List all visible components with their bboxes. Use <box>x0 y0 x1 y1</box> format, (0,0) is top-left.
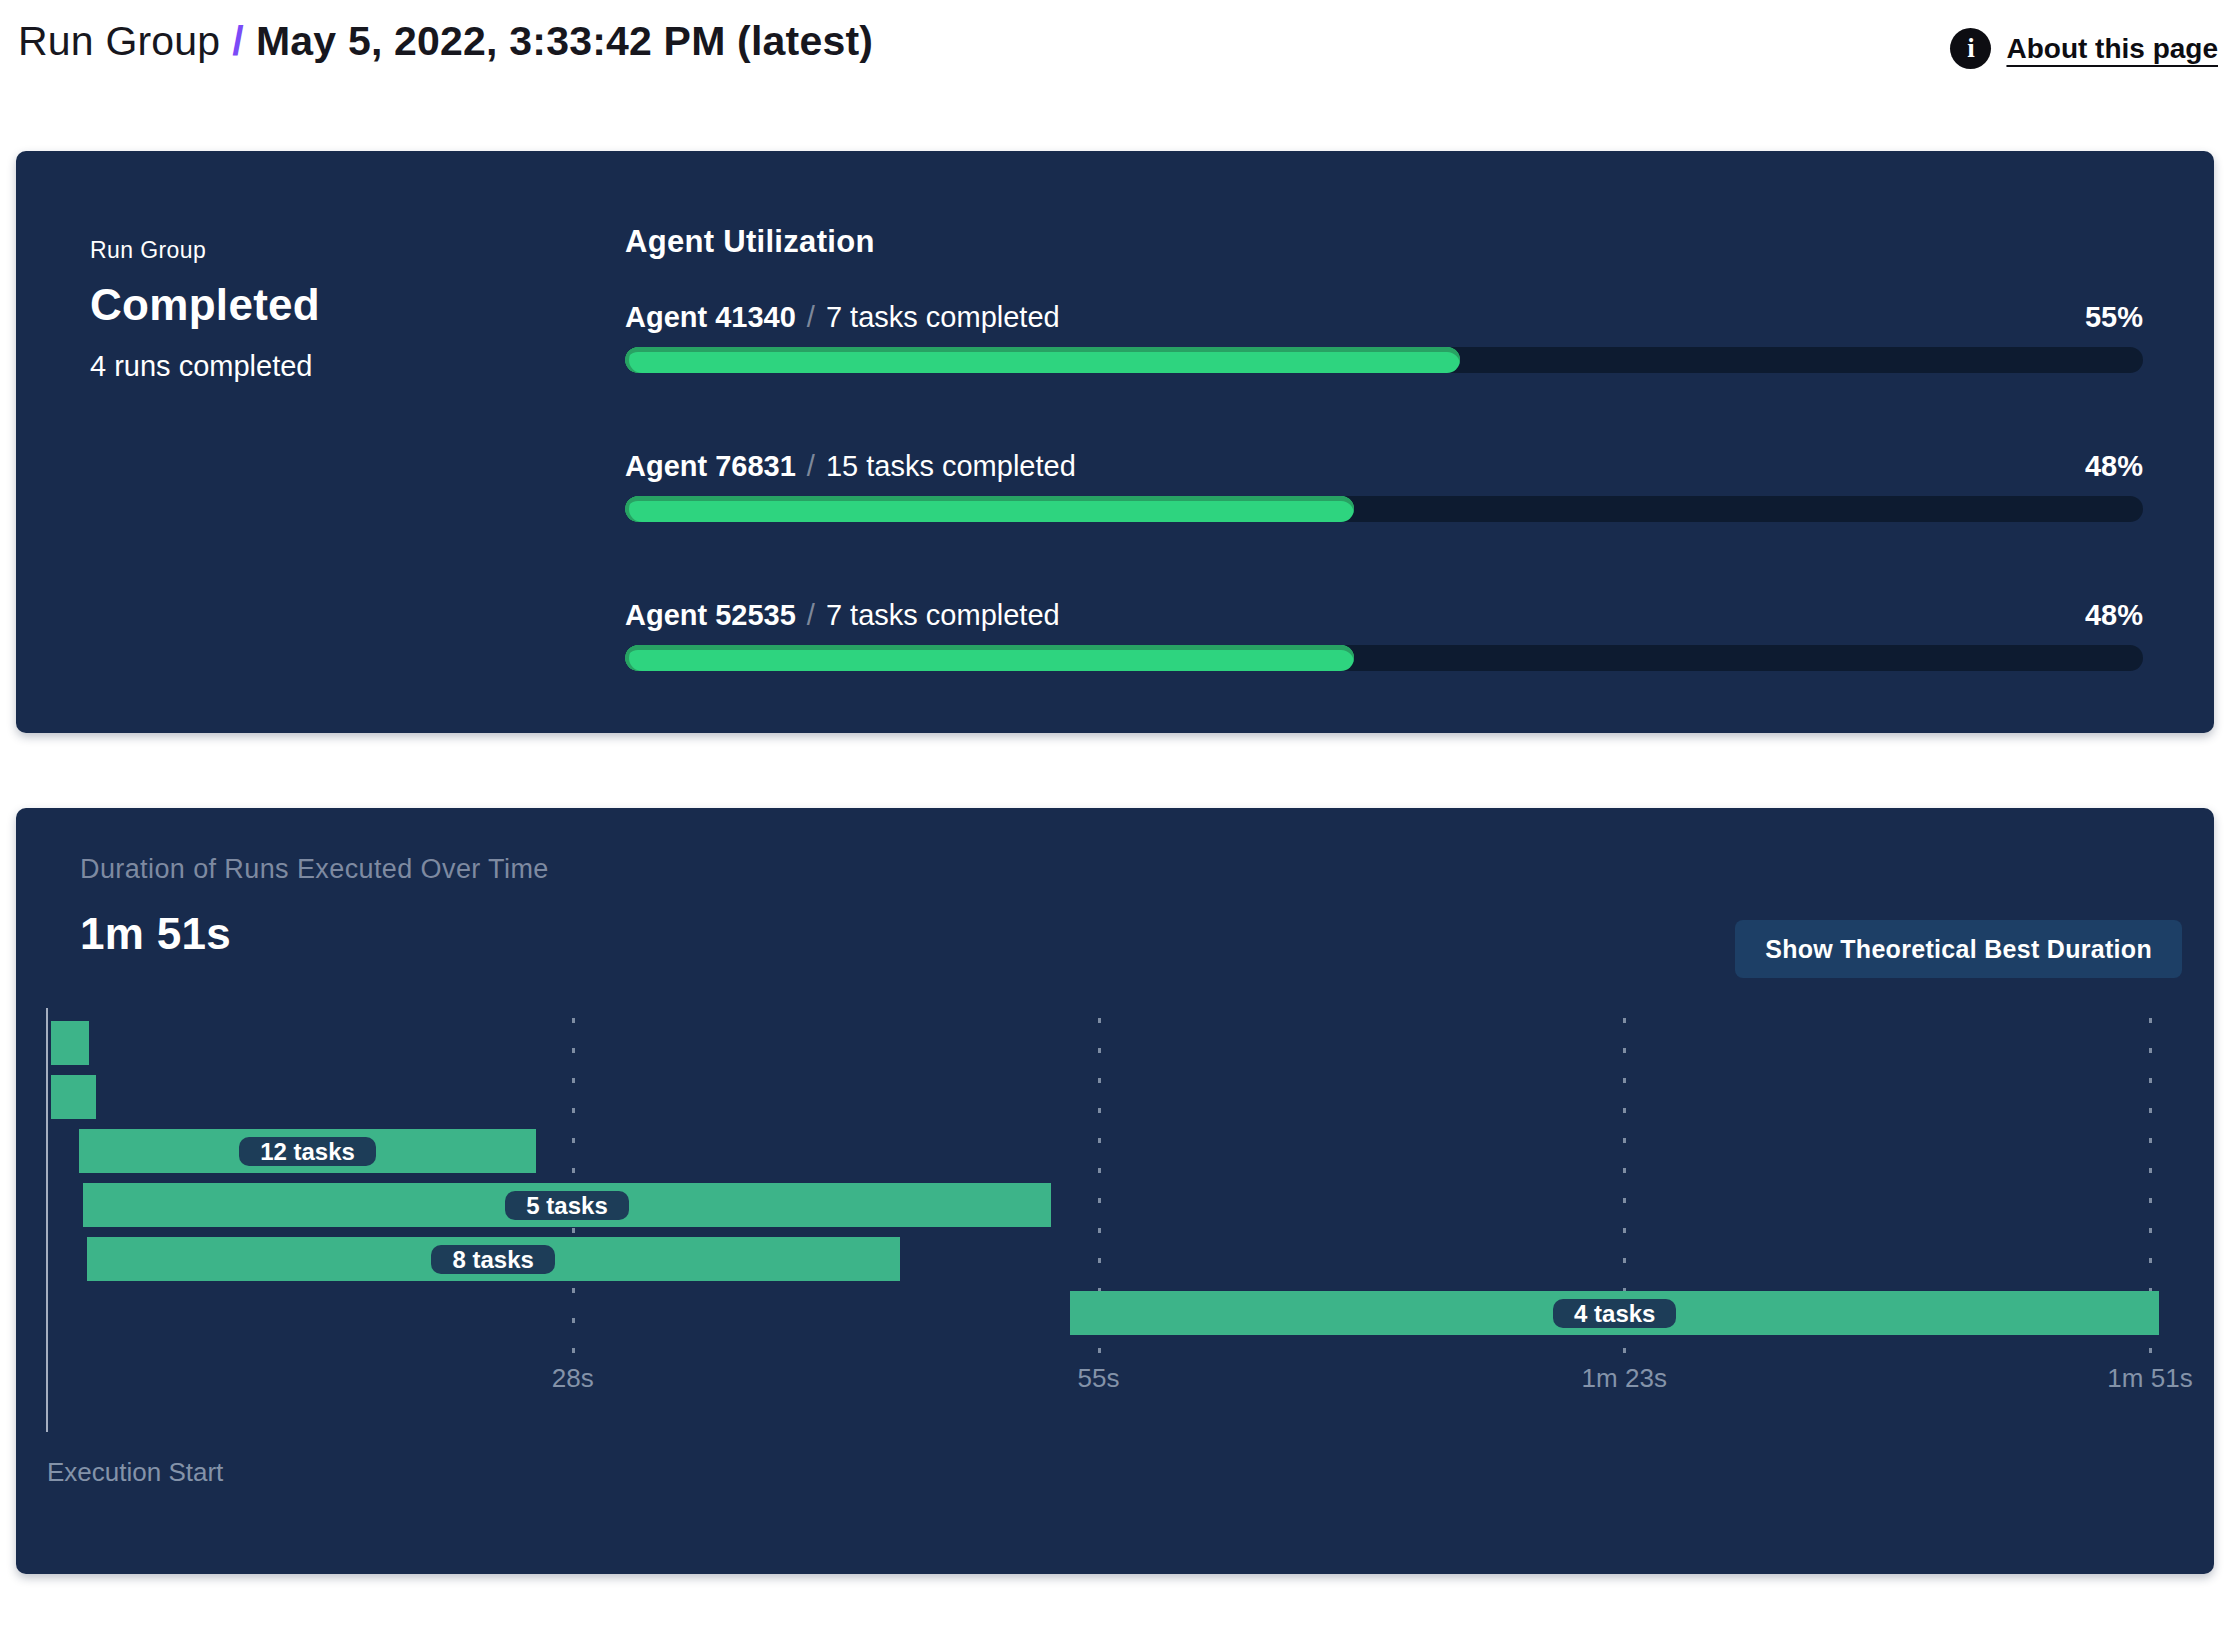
progress-bar-track <box>625 496 2143 522</box>
agent-separator: / <box>807 449 815 483</box>
axis-tick-label: 28s <box>552 1363 594 1394</box>
agent-label-row: Agent 41340 / 7 tasks completed 55% <box>625 300 2143 334</box>
run-group-summary-panel: Run Group Completed 4 runs completed Age… <box>16 151 2214 733</box>
progress-bar-track <box>625 347 2143 373</box>
breadcrumb: Run Group / May 5, 2022, 3:33:42 PM (lates… <box>18 12 873 70</box>
axis-tick-label: 1m 51s <box>2107 1363 2192 1394</box>
agent-utilization-title: Agent Utilization <box>625 224 2143 260</box>
about-this-page-label: About this page <box>2006 33 2218 65</box>
agent-tasks-completed: 15 tasks completed <box>826 449 1076 483</box>
info-icon: i <box>1950 28 1991 69</box>
progress-bar-fill <box>625 347 1460 373</box>
agent-utilization-percent: 48% <box>2085 598 2143 632</box>
progress-bar-fill <box>625 645 1354 671</box>
agent-utilization-percent: 48% <box>2085 449 2143 483</box>
agent-row: Agent 41340 / 7 tasks completed 55% <box>625 300 2143 373</box>
progress-bar-track <box>625 645 2143 671</box>
gantt-run-bar[interactable]: 8 tasks <box>87 1237 900 1281</box>
execution-start-label: Execution Start <box>47 1457 223 1488</box>
agent-label-row: Agent 76831 / 15 tasks completed 48% <box>625 449 2143 483</box>
axis-tick-label: 1m 23s <box>1582 1363 1667 1394</box>
agent-name: Agent 41340 <box>625 300 796 334</box>
agent-tasks-completed: 7 tasks completed <box>826 300 1060 334</box>
agent-label-row: Agent 52535 / 7 tasks completed 48% <box>625 598 2143 632</box>
agent-row: Agent 76831 / 15 tasks completed 48% <box>625 449 2143 522</box>
show-theoretical-best-duration-button[interactable]: Show Theoretical Best Duration <box>1735 920 2182 978</box>
gantt-bar-task-count-pill: 12 tasks <box>239 1137 376 1166</box>
gantt-bar-task-count-pill: 8 tasks <box>431 1245 554 1274</box>
agent-rows: Agent 41340 / 7 tasks completed 55% Agent 76… <box>625 300 2143 671</box>
agent-tasks-completed: 7 tasks completed <box>826 598 1060 632</box>
gantt-run-bar[interactable]: 4 tasks <box>1070 1291 2159 1335</box>
gantt-run-bar[interactable]: 5 tasks <box>83 1183 1051 1227</box>
duration-chart-title: Duration of Runs Executed Over Time <box>16 808 2214 885</box>
gantt-chart: Execution Start 28s55s1m 23s1m 51s12 tas… <box>47 1008 2150 1478</box>
agent-utilization-section: Agent Utilization Agent 41340 / 7 tasks co… <box>625 151 2214 733</box>
agent-row: Agent 52535 / 7 tasks completed 48% <box>625 598 2143 671</box>
gantt-run-bar[interactable] <box>51 1075 96 1119</box>
axis-tick-label: 55s <box>1078 1363 1120 1394</box>
agent-name: Agent 76831 <box>625 449 796 483</box>
run-group-label: Run Group <box>90 237 625 264</box>
page-header: Run Group / May 5, 2022, 3:33:42 PM (lates… <box>0 0 2240 70</box>
run-group-status-block: Run Group Completed 4 runs completed <box>16 151 625 733</box>
run-group-status: Completed <box>90 280 625 330</box>
agent-separator: / <box>807 300 815 334</box>
gantt-bar-task-count-pill: 5 tasks <box>505 1191 628 1220</box>
breadcrumb-run-group: Run Group <box>18 18 220 64</box>
breadcrumb-separator: / <box>232 18 244 64</box>
page-title: May 5, 2022, 3:33:42 PM (latest) <box>256 18 873 64</box>
run-group-runs-completed: 4 runs completed <box>90 350 625 383</box>
agent-name: Agent 52535 <box>625 598 796 632</box>
agent-utilization-percent: 55% <box>2085 300 2143 334</box>
duration-panel: Duration of Runs Executed Over Time 1m 5… <box>16 808 2214 1574</box>
gantt-run-bar[interactable] <box>51 1021 89 1065</box>
gantt-bar-task-count-pill: 4 tasks <box>1553 1299 1676 1328</box>
about-this-page-link[interactable]: i About this page <box>1950 28 2218 69</box>
gantt-run-bar[interactable]: 12 tasks <box>79 1129 536 1173</box>
agent-separator: / <box>807 598 815 632</box>
page-root: { "header": { "breadcrumb_prefix": "Run … <box>0 0 2240 1626</box>
execution-start-axis-line <box>46 1008 48 1432</box>
progress-bar-fill <box>625 496 1354 522</box>
